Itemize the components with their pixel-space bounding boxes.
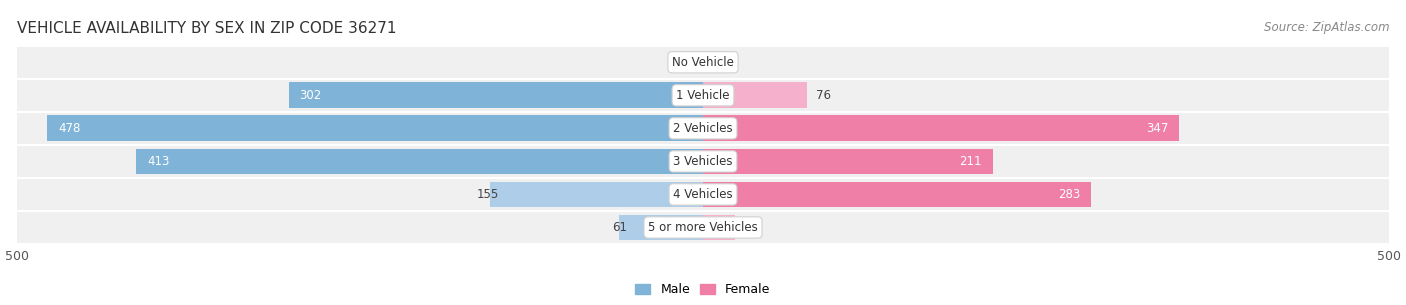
- Bar: [491, 181, 703, 207]
- Text: 76: 76: [815, 89, 831, 102]
- Bar: [17, 211, 1389, 244]
- Bar: [17, 145, 1389, 178]
- Bar: [703, 215, 734, 240]
- Text: 23: 23: [742, 221, 758, 234]
- Bar: [136, 149, 703, 174]
- Text: 478: 478: [58, 122, 80, 135]
- Text: 211: 211: [959, 155, 981, 168]
- Text: 4 Vehicles: 4 Vehicles: [673, 188, 733, 201]
- Legend: Male, Female: Male, Female: [630, 278, 776, 301]
- Bar: [17, 112, 1389, 145]
- Bar: [619, 215, 703, 240]
- Text: 347: 347: [1146, 122, 1168, 135]
- Text: 155: 155: [477, 188, 499, 201]
- Text: 61: 61: [613, 221, 627, 234]
- Text: 413: 413: [148, 155, 170, 168]
- Text: 0: 0: [675, 56, 682, 69]
- Bar: [703, 149, 993, 174]
- Bar: [46, 116, 703, 141]
- Text: 2 Vehicles: 2 Vehicles: [673, 122, 733, 135]
- Bar: [17, 46, 1389, 79]
- Bar: [288, 82, 703, 108]
- Text: 302: 302: [299, 89, 322, 102]
- Text: 0: 0: [724, 56, 731, 69]
- Text: No Vehicle: No Vehicle: [672, 56, 734, 69]
- Bar: [17, 79, 1389, 112]
- Bar: [17, 178, 1389, 211]
- Text: VEHICLE AVAILABILITY BY SEX IN ZIP CODE 36271: VEHICLE AVAILABILITY BY SEX IN ZIP CODE …: [17, 21, 396, 36]
- Text: 3 Vehicles: 3 Vehicles: [673, 155, 733, 168]
- Text: 283: 283: [1059, 188, 1080, 201]
- Bar: [703, 116, 1180, 141]
- Text: Source: ZipAtlas.com: Source: ZipAtlas.com: [1264, 21, 1389, 34]
- Bar: [703, 82, 807, 108]
- Text: 5 or more Vehicles: 5 or more Vehicles: [648, 221, 758, 234]
- Bar: [703, 181, 1091, 207]
- Text: 1 Vehicle: 1 Vehicle: [676, 89, 730, 102]
